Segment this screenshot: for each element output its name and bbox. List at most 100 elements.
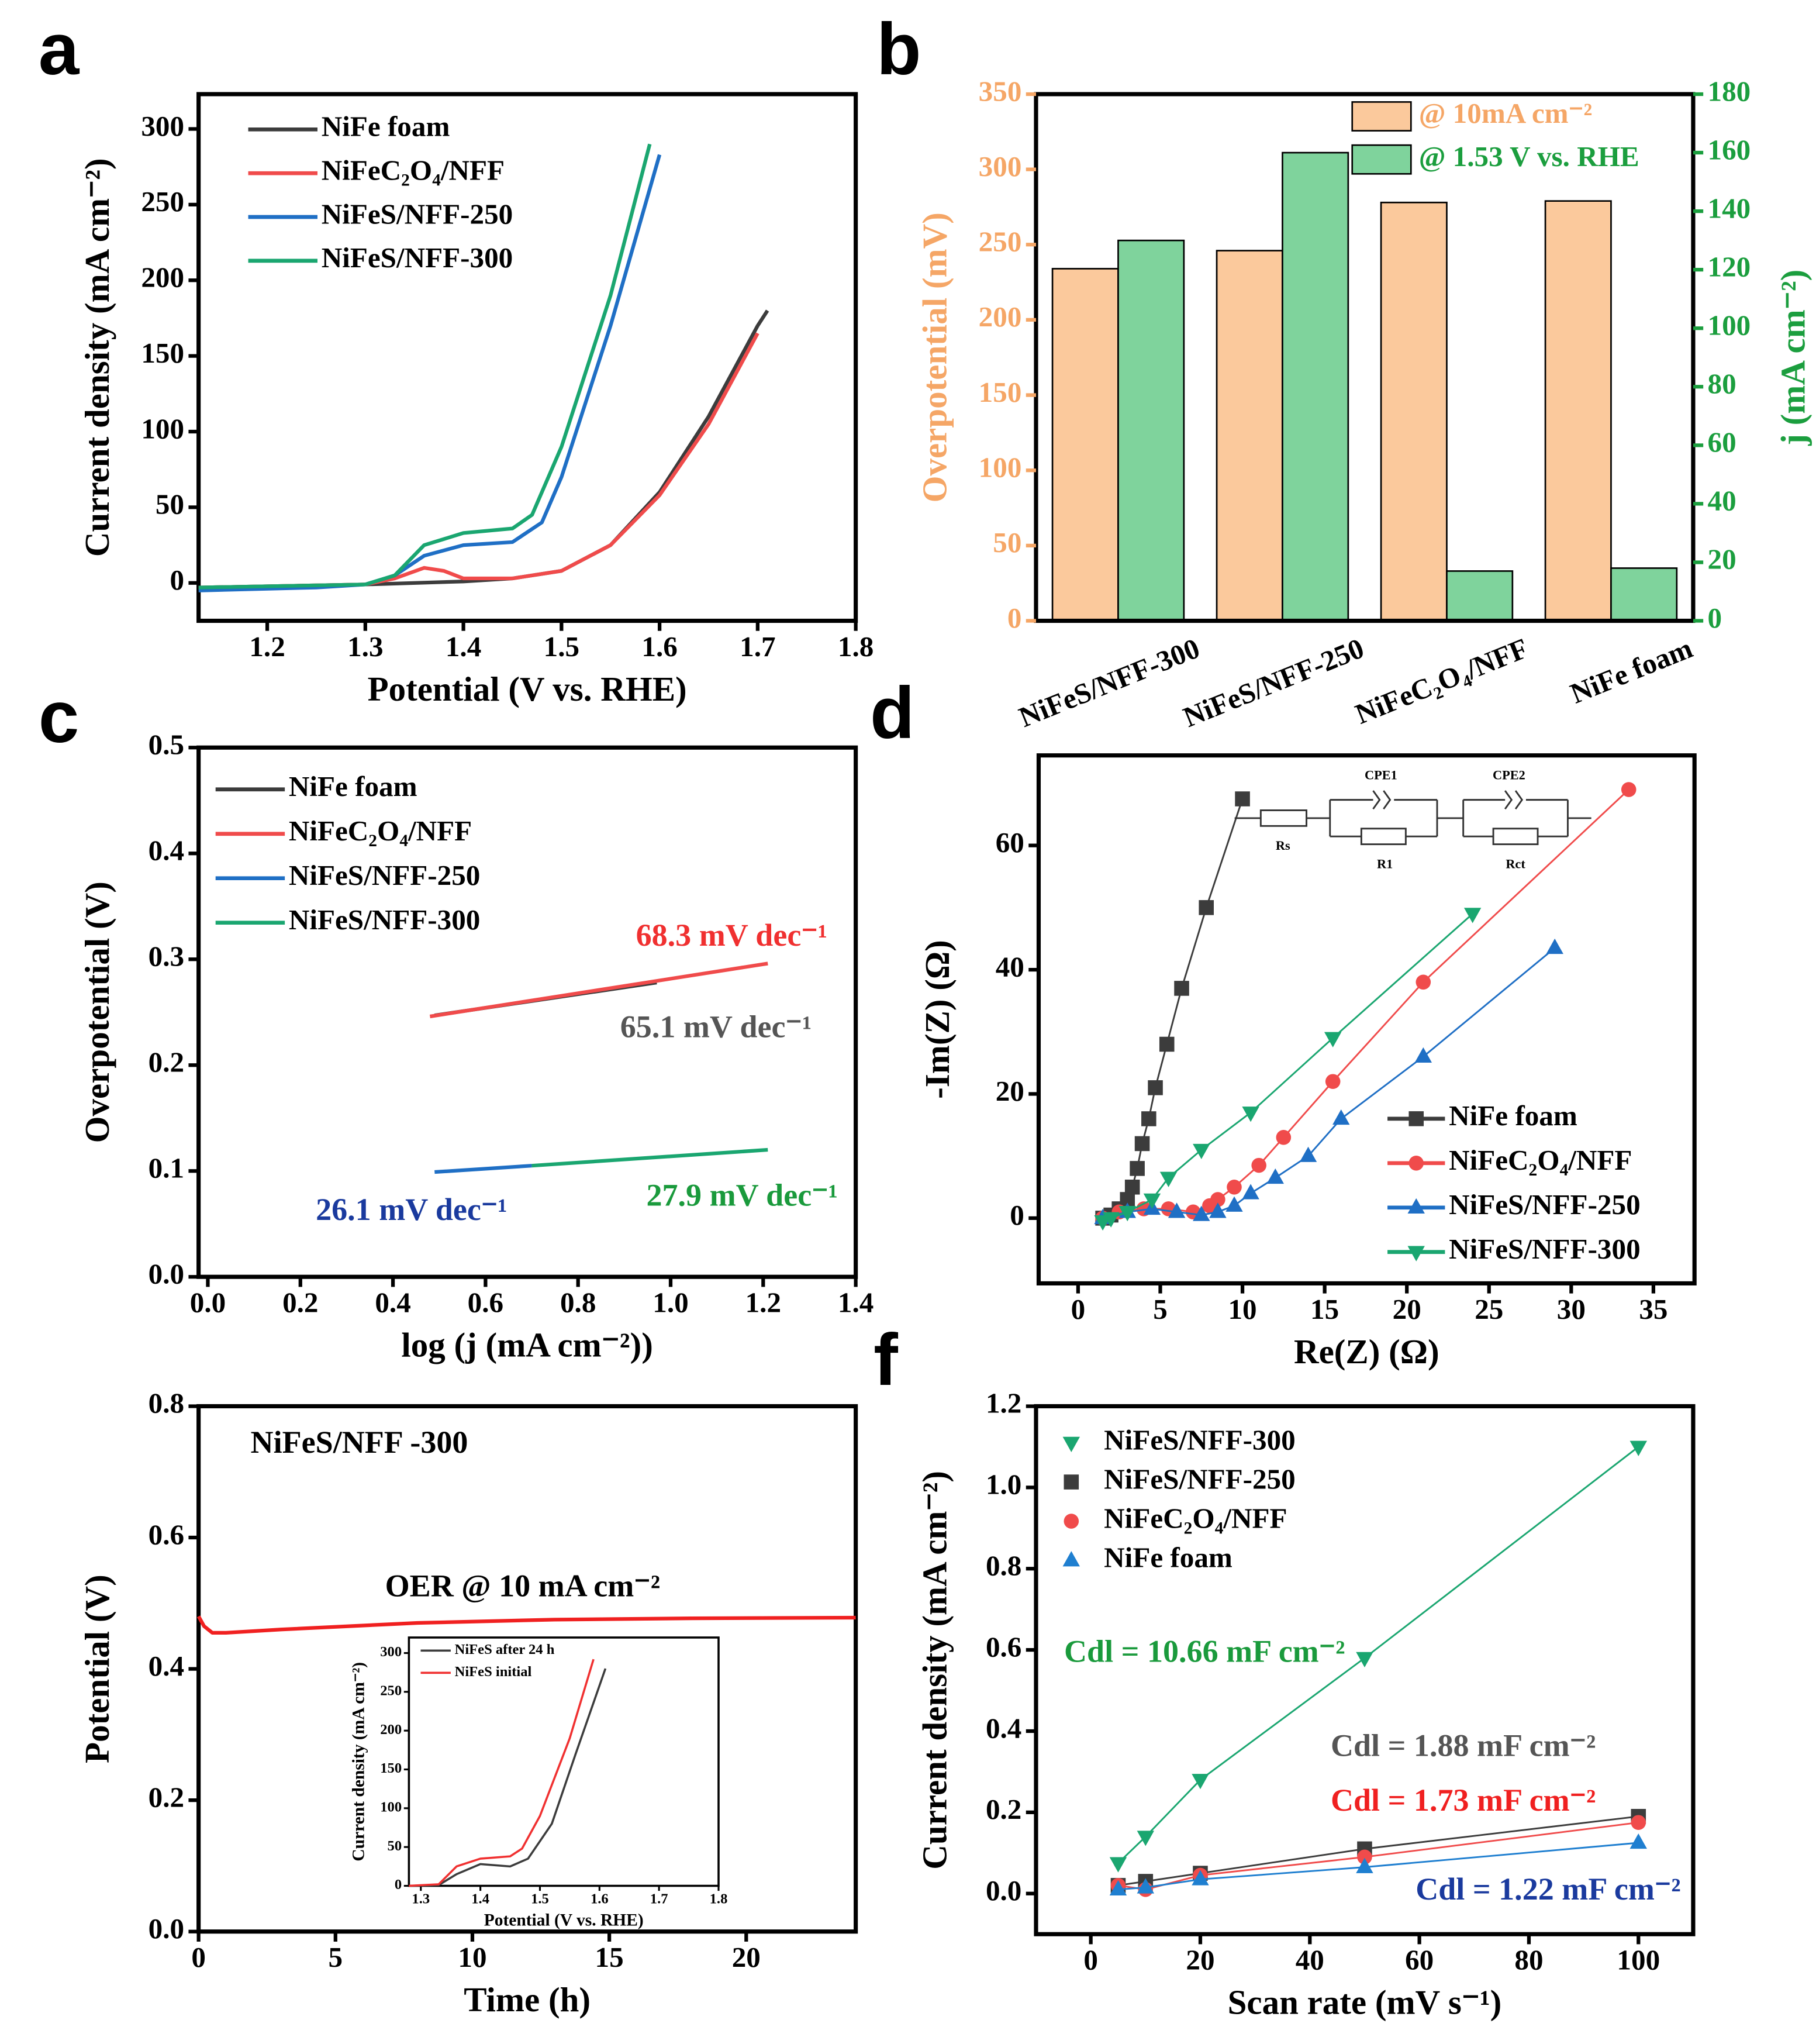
marker: [1130, 1161, 1145, 1176]
x-axis-label: Re(Z) (Ω): [1294, 1332, 1439, 1371]
legend-label: NiFeS initial: [455, 1664, 532, 1680]
marker: [1414, 1047, 1432, 1063]
legend-label: NiFeC₂O₄/NFF: [1449, 1144, 1632, 1176]
marker: [1356, 1857, 1373, 1873]
marker: [1242, 1184, 1259, 1199]
data-line: [409, 1659, 595, 1887]
y-tick-label: 250: [380, 1683, 402, 1698]
data-line: [531, 1147, 768, 1168]
y-axis-label: Overpotential (V): [78, 881, 116, 1143]
x-tick-label: 0: [1071, 1293, 1086, 1325]
x-tick-label: 1.6: [591, 1891, 609, 1907]
circuit-label: Rs: [1276, 838, 1290, 853]
x-tick-label: 1.3: [412, 1891, 430, 1907]
marker: [1299, 1146, 1317, 1162]
y-tick-label: 0.4: [149, 835, 184, 867]
y-tick-label: 1.2: [986, 1387, 1021, 1419]
y-tick-label: 150: [380, 1760, 402, 1776]
marker: [1143, 1193, 1161, 1209]
legend-label: NiFeS after 24 h: [455, 1642, 555, 1657]
y-tick-label: 0.2: [149, 1781, 184, 1813]
circuit-label: CPE1: [1365, 768, 1397, 783]
data-line: [1102, 798, 1244, 1219]
marker: [1109, 1857, 1127, 1873]
x-axis-label: Potential (V vs. RHE): [484, 1911, 644, 1930]
legend-label: NiFeS/NFF-250: [1104, 1463, 1296, 1495]
legend-label: NiFe foam: [289, 770, 417, 802]
marker: [1137, 1878, 1155, 1894]
y-tick-label: 180: [1708, 75, 1751, 107]
legend-marker: [1407, 1198, 1425, 1214]
x-tick-label: 30: [1557, 1293, 1586, 1325]
data-line: [196, 1615, 856, 1635]
x-tick-label: 0.6: [468, 1287, 503, 1319]
y-tick-label: 60: [1708, 426, 1736, 459]
y-tick-label: 100: [1708, 309, 1751, 341]
y-tick-label: 0: [170, 564, 184, 596]
x-tick-label: 1.5: [531, 1891, 549, 1907]
legend-label: NiFeS/NFF-250: [322, 198, 513, 230]
x-axis-label: Scan rate (mV s⁻¹): [1228, 1983, 1502, 2022]
annotation: NiFeS/NFF -300: [251, 1425, 468, 1460]
y-tick-label: 120: [1708, 250, 1751, 282]
annotation: 68.3 mV dec⁻¹: [636, 918, 828, 953]
legend-label: NiFeS/NFF-300: [322, 242, 513, 274]
y-tick-label: 300: [141, 110, 184, 142]
circuit-cpe: [1504, 790, 1524, 810]
marker: [1192, 1774, 1209, 1790]
annotation: 26.1 mV dec⁻¹: [316, 1192, 507, 1227]
x-tick-label: 1.2: [745, 1287, 781, 1319]
data-line: [198, 332, 759, 590]
x-tick-label: 10: [458, 1941, 486, 1973]
data-line: [198, 309, 769, 590]
x-tick-label: 1.4: [471, 1891, 489, 1907]
x-tick-label: 80: [1514, 1944, 1543, 1976]
y-tick-label: 0.2: [149, 1046, 184, 1078]
x-axis-label: log (j (mA cm⁻²)): [401, 1326, 652, 1364]
x-tick-label: 10: [1228, 1293, 1256, 1325]
y-tick-label: 80: [1708, 368, 1736, 400]
marker: [1324, 1032, 1342, 1047]
y-tick-label: 40: [1708, 485, 1736, 517]
y-axis-label: Current density (mA cm⁻²): [915, 1471, 954, 1870]
marker: [1148, 1080, 1163, 1095]
marker: [1193, 1143, 1210, 1160]
x-tick-label: NiFeS/NFF-250: [1179, 632, 1368, 733]
y-tick-label: 40: [996, 950, 1024, 983]
marker: [1242, 1107, 1259, 1122]
plot-frame: [196, 745, 858, 1279]
marker: [1134, 1136, 1150, 1152]
y-tick-label: 0.4: [986, 1712, 1021, 1744]
x-tick-label: 20: [1186, 1944, 1214, 1976]
legend-marker: [1408, 1156, 1424, 1171]
legend-label: NiFeC₂O₄/NFF: [289, 815, 472, 847]
marker: [1463, 908, 1482, 923]
y-tick-label: 100: [979, 451, 1022, 483]
x-tick-label: NiFeS/NFF-300: [1014, 632, 1204, 733]
legend-marker: [1062, 1551, 1080, 1567]
marker: [1251, 1157, 1266, 1173]
annotation: Cdl = 1.88 mF cm⁻²: [1331, 1728, 1596, 1763]
legend-marker: [1062, 1436, 1080, 1452]
y-tick-label: 300: [380, 1644, 402, 1660]
x-tick-label: 40: [1296, 1944, 1324, 1976]
y-tick-label: 350: [979, 75, 1022, 107]
x-tick-label: 25: [1475, 1293, 1503, 1325]
marker: [1546, 938, 1563, 954]
legend-label: NiFe foam: [1104, 1541, 1232, 1573]
marker: [1266, 1168, 1284, 1184]
legend-label: NiFeC₂O₄/NFF: [322, 154, 505, 186]
annotation: OER @ 10 mA cm⁻²: [385, 1569, 660, 1604]
legend-label: NiFe foam: [322, 111, 450, 143]
legend-marker: [1407, 1246, 1425, 1261]
x-tick-label: NiFeC₂O₄/NFF: [1351, 632, 1532, 730]
y-tick-label: 300: [979, 150, 1022, 182]
marker: [1621, 782, 1637, 797]
x-tick-label: 0.0: [190, 1287, 226, 1319]
data-line: [429, 961, 768, 1019]
x-tick-label: 5: [329, 1941, 343, 1973]
y-tick-label: 0: [1708, 602, 1722, 634]
marker: [1141, 1111, 1156, 1126]
y-tick-label: 160: [1708, 133, 1751, 166]
data-line: [1102, 913, 1473, 1222]
